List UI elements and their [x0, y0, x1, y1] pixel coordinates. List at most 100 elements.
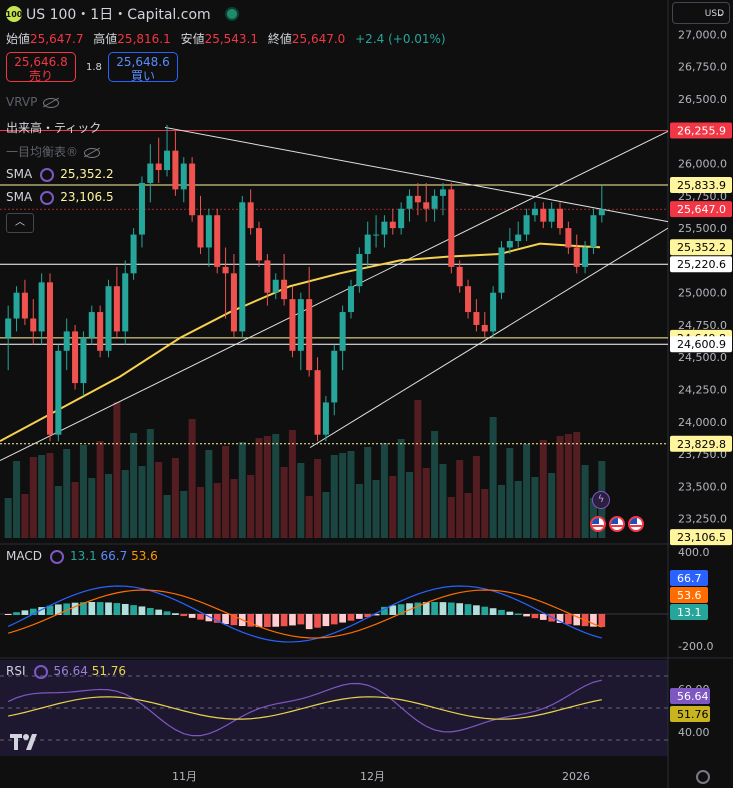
price-tick-label: 24,500.0 [678, 351, 727, 364]
volume-bar [464, 493, 472, 538]
buy-button[interactable]: 25,648.6 買い [108, 52, 178, 83]
open-value: 25,647.7 [30, 32, 84, 46]
candle-body [431, 195, 438, 209]
volume-bar [539, 440, 547, 538]
volume-bar [372, 480, 380, 538]
symbol-header[interactable]: 100 US 100・1日・Capital.com [6, 4, 239, 24]
volume-bar [238, 442, 246, 538]
candle-body [339, 312, 346, 351]
volume-bar [556, 436, 564, 538]
us-flag-icon[interactable] [590, 516, 606, 532]
macd-legend[interactable]: MACD 13.1 66.7 53.6 [6, 549, 158, 564]
candle-body [72, 331, 79, 384]
price-tick-label: 24,000.0 [678, 416, 727, 429]
macd-histogram-bar [498, 609, 505, 615]
us-flag-icon[interactable] [628, 516, 644, 532]
macd-histogram-bar [180, 614, 188, 617]
candle-body [130, 234, 137, 274]
candle-body [105, 286, 112, 351]
candle-body [272, 279, 279, 293]
volume-bar [71, 482, 79, 538]
candle-body [147, 163, 154, 183]
candle-body [473, 312, 480, 325]
candle-body [548, 208, 555, 222]
macd-histogram-bar [514, 613, 522, 615]
macd-histogram-bar [155, 609, 163, 615]
candle-body [373, 234, 380, 236]
time-tick-label: 12月 [360, 770, 385, 783]
macd-histogram-bar [113, 603, 121, 615]
currency-select[interactable]: USD ⌄ [672, 2, 730, 24]
candle-body [582, 247, 589, 267]
price-badge-label: 25,833.9 [677, 179, 726, 192]
candle-body [414, 195, 421, 203]
volume-bar [263, 436, 271, 538]
macd-histogram-bar [339, 614, 346, 623]
volume-bar [439, 464, 447, 538]
volume-bar [573, 432, 581, 538]
rsi-ma-line [8, 696, 602, 720]
macd-histogram-bar [297, 614, 305, 625]
volume-bar [414, 400, 422, 538]
macd-histogram-bar [13, 612, 20, 615]
macd-histogram-bar [80, 602, 87, 615]
price-badge [670, 529, 732, 546]
price-tick-label: 23,500.0 [678, 480, 727, 493]
candle-body [439, 189, 446, 196]
candle-body [531, 208, 538, 216]
macd-histogram-bar [247, 614, 254, 627]
candle-body [523, 215, 530, 235]
candle-body [289, 299, 296, 351]
lightning-icon[interactable]: ϟ [592, 491, 610, 509]
volume-bar [389, 476, 397, 538]
sma-slow-indicator[interactable]: SMA 23,106.5 [6, 190, 114, 205]
candle-body [590, 215, 597, 248]
volume-bar [422, 468, 430, 538]
collapse-icon[interactable]: ︿ [6, 213, 34, 233]
candle-body [573, 247, 580, 267]
macd-histogram-bar [280, 614, 288, 627]
candle-body [5, 318, 12, 338]
volume-bar [205, 450, 213, 538]
volume-bar [146, 429, 154, 538]
spread-value: 1.8 [86, 62, 102, 73]
volume-bar [489, 417, 497, 538]
macd-histogram-bar [163, 611, 171, 615]
price-badge [670, 122, 732, 139]
macd-histogram-bar [489, 608, 497, 615]
ichimoku-indicator[interactable]: 一目均衡表® [6, 143, 101, 160]
candle-body [598, 209, 605, 216]
candle-body [398, 208, 405, 229]
macd-histogram-bar [172, 613, 179, 615]
close-value: 25,647.0 [291, 32, 346, 46]
gear-icon[interactable] [696, 770, 710, 784]
candle-body [113, 286, 120, 332]
macd-histogram-bar [598, 614, 606, 627]
sma-fast-indicator[interactable]: SMA 25,352.2 [6, 167, 114, 182]
price-badge-label: 25,352.2 [677, 241, 726, 254]
trendline [164, 126, 669, 223]
candle-body [356, 253, 363, 287]
volume-indicator[interactable]: 出来高・ティック [6, 121, 102, 135]
candle-body [164, 150, 171, 171]
sell-button[interactable]: 25,646.8 売り [6, 52, 76, 83]
volume-bar [355, 484, 363, 538]
volume-bar [230, 479, 238, 538]
volume-bar [314, 459, 322, 538]
sma-line [0, 242, 601, 443]
rsi-legend[interactable]: RSI 56.64 51.76 [6, 664, 127, 679]
candle-body [155, 163, 162, 171]
volume-bar [380, 443, 388, 538]
us-flag-icon[interactable] [609, 516, 625, 532]
candle-body [506, 241, 513, 248]
price-tick-label: 26,000.0 [678, 158, 727, 171]
change-value: +2.4 (+0.01%) [355, 32, 446, 46]
macd-histogram-bar [539, 614, 547, 620]
macd-histogram-bar [105, 602, 112, 615]
candle-body [389, 221, 396, 229]
macd-histogram-bar [481, 606, 489, 615]
vrvp-indicator[interactable]: VRVP [6, 95, 60, 109]
rsi-badge-label: 56.64 [677, 690, 709, 703]
price-badge [670, 435, 732, 452]
